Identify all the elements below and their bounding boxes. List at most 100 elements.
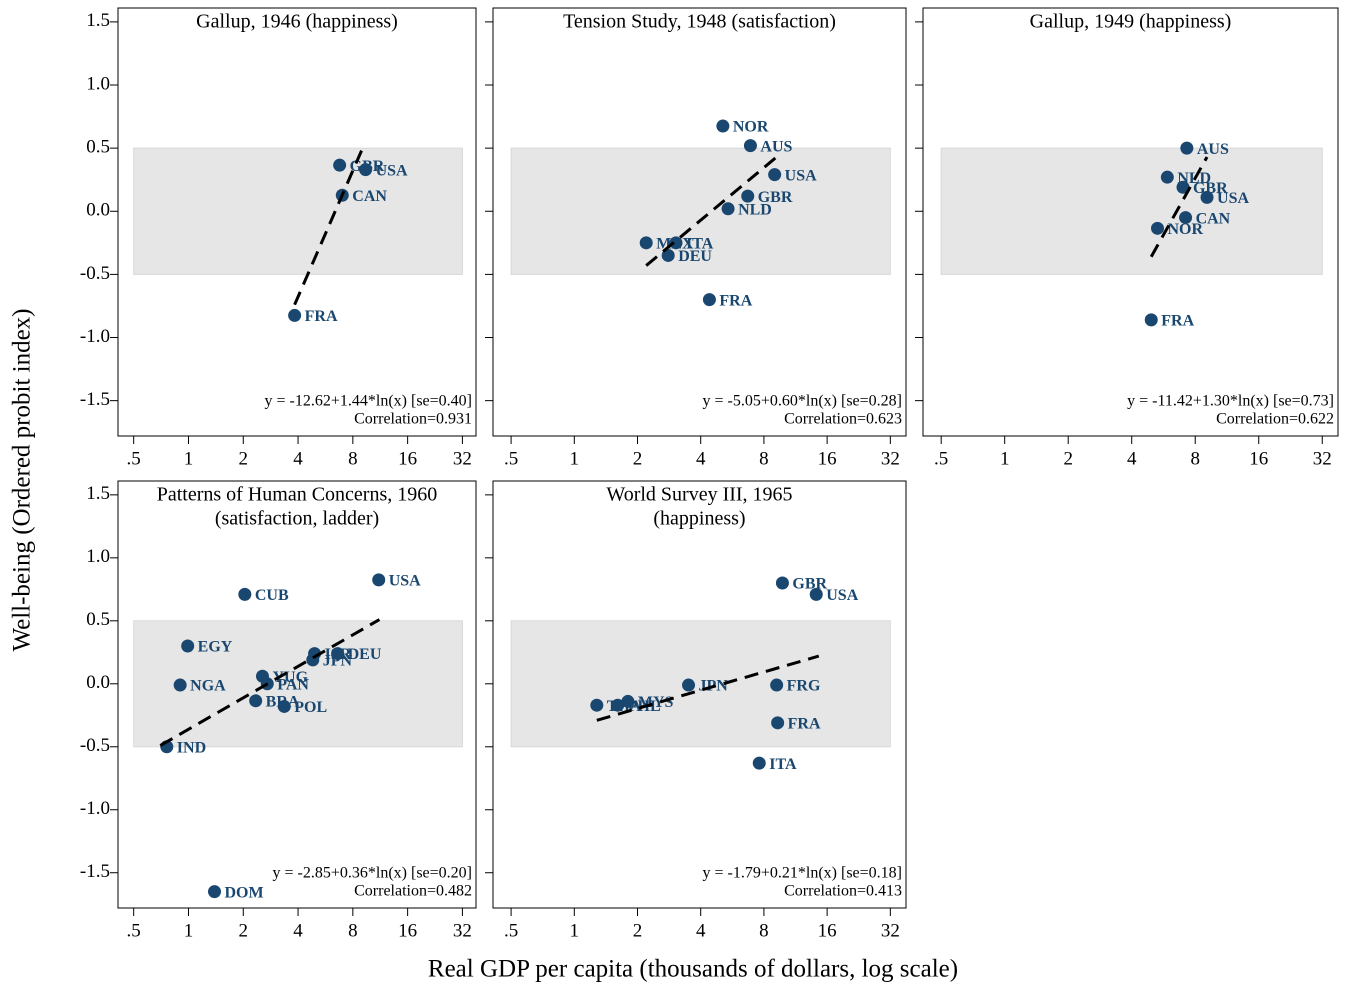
- equation: y = -5.05+0.60*ln(x) [se=0.28]: [703, 393, 902, 410]
- point-label: YUG: [272, 669, 308, 686]
- point: [590, 698, 604, 712]
- point-label: USA: [389, 573, 421, 590]
- y-tick-label: 1.5: [86, 10, 110, 31]
- x-axis-label: Real GDP per capita (thousands of dollar…: [428, 956, 958, 983]
- point: [743, 139, 757, 153]
- equation: y = -12.62+1.44*ln(x) [se=0.40]: [265, 393, 472, 410]
- point-label: FRA: [719, 292, 752, 309]
- point-label: USA: [826, 587, 858, 604]
- y-tick-label: 0.0: [86, 200, 110, 221]
- point: [181, 639, 195, 653]
- point: [768, 168, 782, 182]
- point: [372, 573, 386, 587]
- point: [1176, 180, 1190, 194]
- point: [288, 308, 302, 322]
- x-tick-label: 1: [570, 448, 580, 469]
- point-label: DEU: [348, 646, 382, 663]
- point: [770, 678, 784, 692]
- x-tick-label: .5: [504, 920, 518, 941]
- point: [611, 698, 625, 712]
- point: [1144, 313, 1158, 327]
- correlation: Correlation=0.623: [784, 411, 902, 428]
- y-tick-label: -1.5: [80, 389, 110, 410]
- point: [1180, 141, 1194, 155]
- y-tick-label: 0.5: [86, 609, 110, 630]
- x-tick-label: 4: [293, 448, 303, 469]
- point: [333, 158, 347, 172]
- x-tick-label: 1: [184, 448, 194, 469]
- point-label: DOM: [225, 884, 264, 901]
- x-tick-label: 2: [239, 920, 249, 941]
- point-label: USA: [785, 167, 817, 184]
- point-label: EGY: [198, 639, 233, 656]
- correlation: Correlation=0.413: [784, 883, 902, 900]
- reference-band: [940, 147, 1323, 275]
- correlation: Correlation=0.482: [354, 883, 472, 900]
- point: [716, 119, 730, 133]
- point-label: DEU: [678, 248, 712, 265]
- x-tick-label: .5: [504, 448, 518, 469]
- panel-title: Patterns of Human Concerns, 1960: [157, 484, 438, 506]
- point: [621, 694, 635, 708]
- point: [702, 293, 716, 307]
- point: [661, 248, 675, 262]
- x-tick-label: 4: [696, 448, 706, 469]
- panel-title: World Survey III, 1965: [606, 484, 792, 506]
- x-tick-label: 8: [759, 448, 769, 469]
- x-tick-label: 8: [759, 920, 769, 941]
- x-tick-label: 4: [696, 920, 706, 941]
- x-tick-label: 1: [570, 920, 580, 941]
- panel-subtitle: (satisfaction, ladder): [215, 508, 379, 530]
- fit-line: [159, 618, 381, 747]
- reference-band: [510, 147, 891, 275]
- x-tick-label: 4: [1127, 448, 1137, 469]
- point: [639, 236, 653, 250]
- x-tick-label: 4: [293, 920, 303, 941]
- point-label: FRG: [787, 678, 821, 695]
- point-label: FRA: [305, 308, 338, 325]
- y-tick-label: 1.5: [86, 483, 110, 504]
- equation: y = -11.42+1.30*ln(x) [se=0.73]: [1127, 393, 1334, 410]
- x-tick-label: 16: [398, 920, 417, 941]
- point-label: AUS: [760, 138, 792, 155]
- point: [1179, 211, 1193, 225]
- x-tick-label: .5: [934, 448, 948, 469]
- y-tick-label: -1.5: [80, 861, 110, 882]
- point: [775, 576, 789, 590]
- y-tick-label: -0.5: [80, 735, 110, 756]
- correlation: Correlation=0.622: [1216, 411, 1334, 428]
- x-tick-label: 16: [818, 920, 837, 941]
- equation: y = -2.85+0.36*ln(x) [se=0.20]: [273, 865, 472, 882]
- point-label: POL: [294, 699, 327, 716]
- y-tick-label: -1.0: [80, 798, 110, 819]
- reference-band: [510, 620, 891, 748]
- x-tick-label: 2: [239, 448, 249, 469]
- point: [771, 716, 785, 730]
- point-label: JPN: [323, 653, 353, 670]
- point-label: AUS: [1197, 141, 1229, 158]
- point-label: MYS: [638, 694, 674, 711]
- panel-title: Gallup, 1949 (happiness): [1030, 11, 1232, 33]
- x-tick-label: .5: [127, 448, 141, 469]
- point: [173, 678, 187, 692]
- point: [208, 885, 222, 899]
- x-tick-label: 2: [633, 920, 643, 941]
- x-tick-label: 8: [348, 448, 358, 469]
- panel-subtitle: (happiness): [653, 508, 745, 530]
- y-tick-label: 0.0: [86, 672, 110, 693]
- point-label: FRA: [788, 716, 821, 733]
- fit-line: [596, 654, 820, 722]
- reference-band: [133, 147, 463, 275]
- fit-line: [1149, 156, 1209, 258]
- y-tick-label: 0.5: [86, 137, 110, 158]
- x-tick-label: 8: [1190, 448, 1200, 469]
- point: [277, 699, 291, 713]
- x-tick-label: 1: [184, 920, 194, 941]
- point-label: GBR: [758, 189, 793, 206]
- equation: y = -1.79+0.21*ln(x) [se=0.18]: [703, 865, 902, 882]
- point-label: IND: [177, 739, 206, 756]
- correlation: Correlation=0.931: [354, 411, 472, 428]
- point-label: CUB: [255, 587, 289, 604]
- x-tick-label: 2: [1063, 448, 1073, 469]
- point: [331, 647, 345, 661]
